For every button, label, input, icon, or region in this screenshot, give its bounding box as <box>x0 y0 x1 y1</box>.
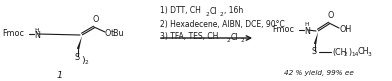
Text: 2: 2 <box>85 61 89 66</box>
Text: 3) TFA, TES, CH: 3) TFA, TES, CH <box>160 32 218 41</box>
Text: S: S <box>74 52 80 61</box>
Text: CH: CH <box>358 47 370 57</box>
Text: tBu: tBu <box>111 29 125 38</box>
Text: ): ) <box>348 47 351 57</box>
Polygon shape <box>314 32 318 44</box>
Polygon shape <box>77 36 82 49</box>
Text: Cl: Cl <box>231 32 238 41</box>
Text: H: H <box>34 28 38 32</box>
Text: 3: 3 <box>368 52 372 58</box>
Text: O: O <box>93 14 100 23</box>
Text: Fmoc: Fmoc <box>272 26 294 35</box>
Text: 14: 14 <box>351 52 358 58</box>
Text: H: H <box>304 23 309 28</box>
Text: N: N <box>34 31 40 40</box>
Text: 2: 2 <box>206 12 210 17</box>
Text: S: S <box>311 47 317 57</box>
Text: , 16h: , 16h <box>224 6 243 15</box>
Text: O: O <box>328 11 334 20</box>
Text: 2: 2 <box>344 52 348 58</box>
Text: OH: OH <box>340 24 352 34</box>
Text: 2: 2 <box>241 38 245 43</box>
Text: 2) Hexadecene, AIBN, DCE, 90°C: 2) Hexadecene, AIBN, DCE, 90°C <box>160 20 285 29</box>
Text: ): ) <box>81 55 85 64</box>
Text: O: O <box>105 29 111 38</box>
Text: 42 % yield, 99% ee: 42 % yield, 99% ee <box>284 70 354 76</box>
Text: (CH: (CH <box>332 47 347 57</box>
Text: Cl: Cl <box>210 6 218 15</box>
Text: 2: 2 <box>220 12 224 17</box>
Text: 1) DTT, CH: 1) DTT, CH <box>160 6 201 15</box>
Text: 2: 2 <box>227 38 231 43</box>
Text: N: N <box>304 26 310 35</box>
Text: 1: 1 <box>57 70 63 79</box>
Text: Fmoc: Fmoc <box>2 29 24 38</box>
